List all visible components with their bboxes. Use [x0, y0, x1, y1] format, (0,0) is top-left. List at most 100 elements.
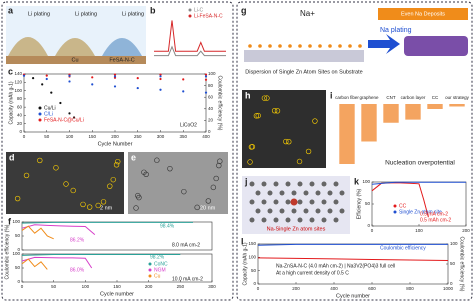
value-label: 60 mV: [362, 143, 375, 148]
data-point: [159, 75, 162, 78]
atom-marker: [86, 204, 93, 210]
atom-marker: [107, 183, 113, 189]
data-point: [68, 80, 71, 83]
atom-marker: [135, 192, 141, 199]
panel-letter: c: [8, 66, 13, 76]
series-line: [21, 258, 48, 270]
zn-atom: [290, 198, 298, 206]
x-tick-label: 0: [23, 134, 26, 139]
category-label: our strategy: [445, 95, 470, 100]
annotation: 0.5 mA cm-2: [420, 211, 448, 217]
atom-marker: [53, 165, 59, 171]
annotation: 98.4%: [160, 223, 175, 229]
atom: [249, 217, 255, 223]
y-tick-label: 100: [14, 88, 22, 93]
atom: [249, 181, 255, 187]
bar: [383, 104, 399, 123]
x-tick-label: 200: [462, 228, 470, 233]
atom-marker: [255, 112, 261, 119]
x-tick-label: 150: [88, 134, 96, 139]
atom: [279, 190, 285, 196]
annotation: 86.2%: [70, 237, 85, 243]
series-line: [257, 243, 448, 246]
x-tick-label: 50: [51, 284, 57, 289]
panel-letter: k: [354, 176, 360, 186]
atom-marker: [213, 175, 219, 182]
data-point: [136, 86, 139, 90]
legend-swatch: [148, 262, 152, 266]
x-tick-label: 400: [202, 134, 210, 139]
label: Na-Single Zn atom sites: [267, 226, 326, 232]
series-line: [21, 221, 193, 224]
x-tick-label: 100: [82, 284, 90, 289]
data-point: [91, 76, 94, 79]
y2-tick-label: 60: [208, 94, 214, 99]
y-tick-label: 120: [14, 79, 22, 84]
legend-label: CoNC: [154, 261, 168, 267]
atom: [327, 190, 333, 196]
annotation: Na-ZnSA-N-C (4.0 mAh cm-2) | Na3V2(PO4)3…: [276, 263, 395, 269]
panel-letter: i: [330, 90, 333, 100]
x-axis-label: Cycle Number: [98, 141, 133, 147]
series-line: [371, 181, 466, 185]
mound: [102, 38, 142, 56]
atom: [327, 208, 333, 214]
atom: [339, 190, 345, 196]
atom-marker: [217, 158, 223, 164]
data-point: [204, 78, 208, 81]
atom: [333, 217, 339, 223]
atom-marker: [248, 144, 255, 150]
left-frame: [1, 1, 234, 301]
label: Li plating: [122, 11, 144, 17]
y2-tick-label: 50: [450, 261, 456, 266]
atom-marker: [271, 107, 278, 114]
data-point: [204, 91, 208, 94]
x-tick-label: 250: [134, 134, 142, 139]
atom: [285, 181, 291, 187]
panel-letter: a: [8, 5, 14, 15]
atom: [339, 208, 345, 214]
label: Li plating: [75, 11, 97, 17]
mound: [8, 37, 48, 56]
atom-marker: [194, 204, 200, 211]
y2-tick-label: 100: [208, 71, 216, 76]
series-line: [21, 224, 96, 235]
atom: [279, 208, 285, 214]
scale-bar: 20 nm: [200, 205, 216, 211]
x-tick-label: 400: [330, 286, 338, 291]
legend-label: Cu/Li: [44, 105, 56, 111]
data-point: [204, 75, 208, 78]
data-point: [31, 77, 35, 80]
zn-atom: [338, 44, 342, 48]
value-label: 30 mV: [384, 124, 397, 129]
x-tick-label: 800: [406, 286, 414, 291]
label: Cu: [71, 57, 78, 63]
y2-tick-label: 20: [208, 118, 214, 123]
atom-marker: [80, 201, 86, 208]
atom: [315, 190, 321, 196]
label: Even Na Deposits: [401, 11, 445, 17]
arrow: [368, 34, 400, 54]
panel-letter: j: [244, 176, 248, 186]
x-tick-label: 1000: [443, 286, 454, 291]
data-point: [159, 73, 162, 76]
x-tick-label: 300: [157, 134, 165, 139]
annotation: LiCoO2: [180, 122, 197, 128]
atom: [249, 199, 255, 205]
zn-atom: [318, 44, 322, 48]
category-label: carbon fiber: [335, 95, 359, 100]
atom-marker: [274, 108, 281, 114]
zn-atom: [248, 44, 252, 48]
bar: [449, 104, 465, 107]
x-tick-label: 200: [145, 284, 153, 289]
data-point: [182, 90, 185, 93]
x-tick-label: 350: [179, 134, 187, 139]
y-tick-label: 0: [367, 223, 370, 228]
panel-letter: g: [241, 5, 247, 15]
atom-marker: [154, 157, 160, 163]
y-axis-label: Capacity (mAh g-1): [242, 242, 248, 285]
data-point: [68, 112, 71, 115]
atom: [321, 199, 327, 205]
legend-label: Cu: [154, 273, 161, 279]
